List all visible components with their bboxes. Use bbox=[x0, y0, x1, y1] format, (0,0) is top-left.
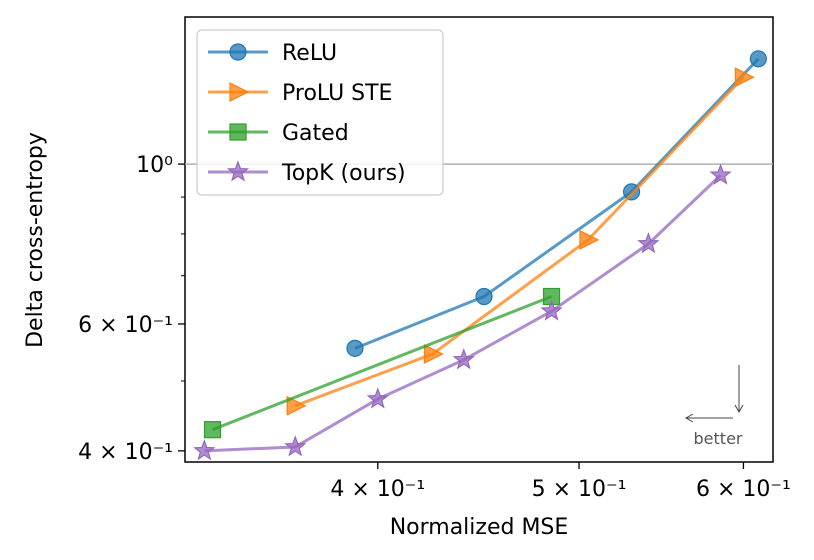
data-point-prolu-ste bbox=[734, 67, 755, 88]
down-arrow-head bbox=[734, 404, 744, 414]
left-arrow-head bbox=[684, 413, 694, 423]
series-layer bbox=[193, 50, 767, 461]
data-point-prolu-ste bbox=[423, 344, 444, 365]
legend-item-topk-ours: TopK (ours) bbox=[208, 160, 406, 186]
data-point-relu bbox=[346, 339, 364, 357]
legend-item-relu: ReLU bbox=[208, 41, 337, 66]
better-label: better bbox=[694, 429, 743, 448]
data-point-topk-ours bbox=[637, 232, 660, 254]
legend-swatch-marker bbox=[229, 82, 250, 102]
series-topk-ours bbox=[193, 163, 732, 461]
y-axis-ticks: 4 × 10⁻¹ 6 × 10⁻¹ 10⁰ bbox=[78, 153, 185, 465]
data-point-gated bbox=[203, 421, 222, 439]
legend-swatch-marker bbox=[226, 160, 250, 182]
data-point-topk-ours bbox=[193, 439, 216, 461]
data-point-topk-ours bbox=[540, 299, 563, 321]
minor-ticks bbox=[181, 196, 185, 382]
data-point-topk-ours bbox=[452, 348, 475, 370]
x-axis-label: Normalized MSE bbox=[390, 515, 569, 540]
legend-swatch-marker bbox=[229, 123, 247, 141]
data-point-relu bbox=[749, 50, 767, 68]
y-axis-label: Delta cross-entropy bbox=[23, 132, 48, 348]
x-tick-label: 6 × 10⁻¹ bbox=[696, 477, 791, 502]
data-point-topk-ours bbox=[284, 435, 307, 457]
better-annotation: better bbox=[684, 365, 744, 448]
legend-label: ProLU STE bbox=[282, 81, 392, 106]
series-line-gated bbox=[211, 295, 553, 432]
data-point-topk-ours bbox=[366, 387, 389, 409]
series-gated bbox=[203, 287, 561, 439]
y-tick-label: 10⁰ bbox=[136, 153, 173, 178]
data-point-prolu-ste bbox=[579, 229, 600, 250]
series-relu bbox=[346, 50, 767, 357]
data-point-relu bbox=[622, 183, 641, 201]
legend-swatch-marker bbox=[229, 43, 247, 61]
data-point-topk-ours bbox=[709, 163, 732, 185]
legend: ReLU ProLU STE Gated TopK (ours) bbox=[196, 29, 444, 196]
series-line-relu bbox=[354, 57, 760, 350]
legend-label: Gated bbox=[282, 121, 349, 146]
x-tick-label: 4 × 10⁻¹ bbox=[330, 477, 425, 502]
x-tick-label: 5 × 10⁻¹ bbox=[532, 477, 627, 502]
y-tick-label: 6 × 10⁻¹ bbox=[78, 313, 173, 338]
data-point-prolu-ste bbox=[286, 395, 307, 416]
legend-label: TopK (ours) bbox=[281, 161, 406, 186]
legend-item-prolu-ste: ProLU STE bbox=[208, 81, 392, 106]
y-tick-label: 4 × 10⁻¹ bbox=[78, 440, 173, 465]
legend-label: ReLU bbox=[282, 41, 337, 66]
x-axis-ticks: 4 × 10⁻¹ 5 × 10⁻¹ 6 × 10⁻¹ bbox=[330, 462, 791, 502]
legend-frame bbox=[196, 29, 444, 196]
series-line-prolu-ste bbox=[294, 76, 745, 408]
data-point-relu bbox=[475, 287, 493, 306]
legend-item-gated: Gated bbox=[208, 121, 349, 146]
series-prolu-ste bbox=[286, 67, 755, 416]
